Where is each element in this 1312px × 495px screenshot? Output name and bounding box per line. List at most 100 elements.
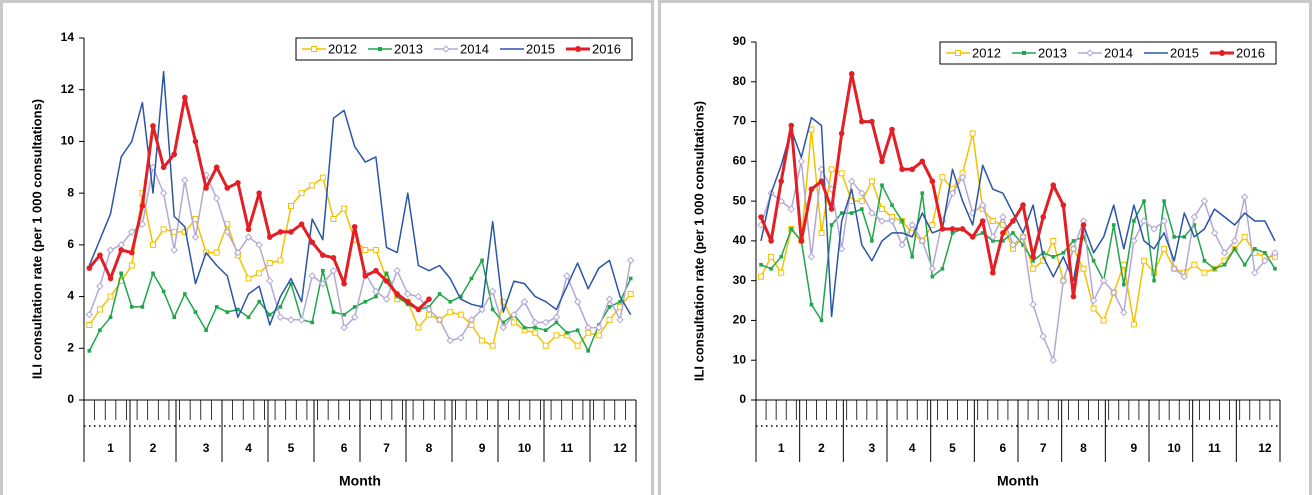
point — [1230, 237, 1239, 245]
x-tick-label: 9 — [1131, 441, 1138, 455]
point — [958, 173, 967, 181]
point — [330, 216, 337, 222]
point — [809, 302, 814, 307]
point — [298, 190, 305, 197]
point — [287, 316, 295, 324]
point — [870, 239, 874, 243]
point — [1020, 202, 1026, 208]
point — [297, 316, 306, 324]
point — [298, 221, 305, 227]
point — [96, 306, 103, 313]
point — [979, 218, 986, 224]
point — [96, 282, 104, 290]
y-tick-label: 0 — [739, 392, 746, 406]
point — [97, 252, 103, 258]
x-tick-label: 12 — [1258, 441, 1272, 455]
point — [1142, 199, 1146, 203]
point — [839, 211, 844, 215]
point — [889, 126, 895, 133]
point — [758, 273, 765, 280]
point — [991, 239, 995, 243]
point — [1009, 241, 1017, 249]
point — [980, 231, 985, 235]
point — [225, 310, 230, 314]
point — [553, 332, 560, 339]
point — [192, 216, 199, 222]
point — [1120, 308, 1128, 317]
point — [236, 307, 240, 312]
point — [829, 223, 834, 227]
point — [138, 220, 147, 228]
point — [119, 271, 123, 276]
point — [489, 342, 496, 349]
point — [213, 164, 220, 171]
x-tick-label: 7 — [1040, 441, 1047, 455]
y-tick-label: 14 — [61, 30, 75, 44]
point — [808, 126, 815, 133]
point — [341, 280, 347, 287]
legend-label: 2015 — [1170, 45, 1199, 60]
point — [393, 267, 401, 275]
panel — [658, 0, 1312, 495]
point — [1080, 265, 1087, 272]
point — [909, 166, 915, 173]
point — [447, 309, 454, 316]
point — [479, 337, 486, 344]
point — [255, 241, 263, 249]
point — [257, 299, 261, 304]
point — [918, 237, 926, 245]
point — [929, 178, 936, 185]
point — [128, 249, 135, 256]
x-axis-label: Month — [997, 473, 1039, 489]
point — [329, 267, 338, 275]
point — [374, 294, 378, 299]
legend-label: 2016 — [592, 41, 621, 56]
point — [778, 269, 785, 276]
x-tick-label: 8 — [1080, 441, 1087, 455]
point — [1081, 235, 1086, 239]
point — [319, 279, 327, 288]
point — [181, 176, 189, 184]
point — [448, 299, 453, 304]
point — [320, 252, 326, 258]
point — [490, 307, 495, 312]
series-line — [760, 128, 1275, 326]
point — [1140, 257, 1147, 264]
legend-box — [295, 37, 633, 61]
point — [898, 241, 906, 249]
legend-marker — [955, 50, 961, 56]
point — [837, 245, 846, 253]
point — [1202, 258, 1207, 263]
point — [277, 257, 284, 264]
point — [151, 271, 155, 276]
point — [565, 330, 569, 335]
legend-label: 2012 — [972, 45, 1001, 60]
point — [860, 207, 864, 211]
point — [1039, 332, 1047, 341]
point — [501, 320, 506, 325]
point — [989, 233, 997, 241]
point — [98, 328, 102, 332]
point — [1051, 255, 1056, 259]
point — [910, 255, 914, 259]
point — [575, 328, 580, 332]
point — [1010, 218, 1016, 224]
point — [87, 349, 92, 353]
point — [182, 94, 188, 101]
point — [1030, 265, 1037, 272]
point — [1090, 305, 1097, 312]
point — [246, 315, 251, 320]
point — [959, 226, 966, 232]
y-tick-label: 6 — [67, 237, 74, 251]
point — [778, 178, 784, 185]
point — [607, 305, 612, 309]
point — [531, 318, 539, 327]
x-tick-label: 10 — [1168, 441, 1182, 455]
point — [618, 299, 622, 304]
point — [1041, 251, 1045, 255]
point — [878, 206, 885, 213]
point — [626, 256, 635, 265]
point — [979, 201, 987, 209]
